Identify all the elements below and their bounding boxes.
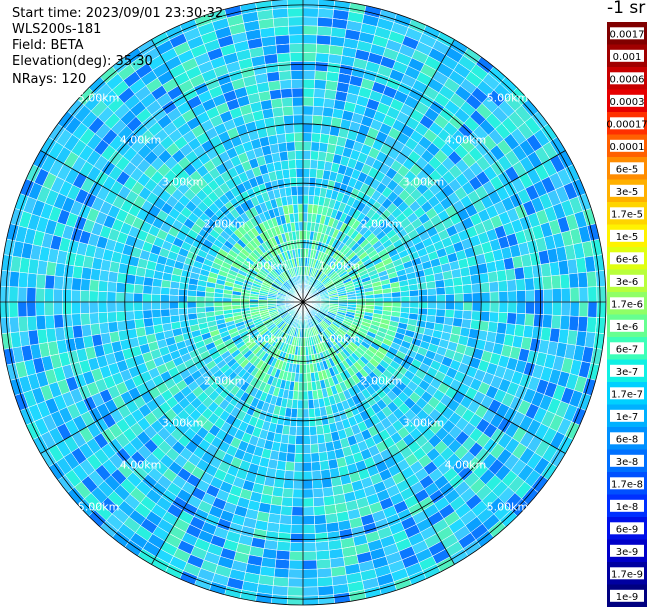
ring-label: 4.00km [120,458,162,471]
nrays-text: NRays: 120 [12,72,87,87]
ring-label: 2.00km [204,218,246,231]
ring-label: 3.00km [403,416,445,429]
colorbar: 0.0017 0.001 0.0006 0.0003 0.00017 0.0001 6e-5… [606,22,647,607]
colorbar-tick-bg [610,207,644,220]
colorbar-tick-bg [610,589,644,602]
colorbar-tick-bg [610,184,644,197]
colorbar-tick-bg [610,499,644,512]
colorbar-tick-label: 0.00017 [606,119,647,130]
colorbar-tick-bg [610,297,644,310]
radial-line-120 [302,301,566,454]
colorbar-tick-label: 6e-9 [616,524,639,535]
ring-label: 5.00km [487,500,529,513]
ring-label: 1.00km [246,332,288,345]
colorbar-tick-bg [610,49,644,62]
colorbar-tick-label: 1e-5 [616,232,639,243]
ring-label: 5.00km [78,92,120,105]
colorbar-tick-bg [610,567,644,580]
field-text: Field: BETA [12,38,84,53]
colorbar-tick-label: 6e-6 [616,254,639,265]
colorbar-tick-bg [610,162,644,175]
colorbar-tick-label: 1.7e-7 [611,389,643,400]
ring-label: 5.00km [487,92,529,105]
start-time-text: Start time: 2023/09/01 23:30:32 [12,6,224,21]
colorbar-tick-label: 0.0006 [610,74,645,85]
colorbar-tick-label: 0.001 [613,52,642,63]
radial-line-300 [40,150,304,303]
radial-line-330 [151,39,304,303]
colorbar-tick-bg [610,364,644,377]
colorbar-tick-label: 0.0017 [610,29,645,40]
colorbar-tick-label: 1e-6 [616,322,639,333]
colorbar-tick-label: 3e-6 [616,277,639,288]
colorbar-tick-bg [610,387,644,400]
colorbar-tick-bg [610,274,644,287]
colorbar-tick-label: 0.0001 [610,142,645,153]
radial-line-150 [302,301,455,565]
ring-label: 3.00km [403,176,445,189]
colorbar-tick-label: 6e-8 [616,434,639,445]
colorbar-tick-label: 1e-9 [616,592,639,603]
radial-line-60 [302,150,566,303]
colorbar-tick-bg [610,409,644,422]
colorbar-tick-bg [610,117,644,130]
ring-label: 2.00km [204,374,246,387]
colorbar-tick-label: 1.7e-5 [611,209,643,220]
colorbar-tick-bg [610,454,644,467]
colorbar-tick-label: 3e-8 [616,457,639,468]
radial-line-240 [40,301,304,454]
colorbar-tick-label: 1e-8 [616,502,639,513]
ring-label: 4.00km [445,134,487,147]
colorbar-tick-bg [610,229,644,242]
range-ring-labels: 1.00km 1.00km 1.00km 1.00km 2.00km 2.00km 2.00… [78,92,528,514]
colorbar-tick-label: 1.7e-8 [611,479,643,490]
colorbar-tick-bg [610,342,644,355]
colorbar-tick-label: 6e-7 [616,344,639,355]
ring-label: 2.00km [361,218,403,231]
colorbar-tick-bg [610,477,644,490]
elevation-text: Elevation(deg): 35.30 [12,54,153,69]
radial-line-30 [302,39,455,303]
colorbar-tick-bg [610,72,644,85]
colorbar-tick-label: 0.0003 [610,97,645,108]
ring-label: 1.00km [319,332,361,345]
colorbar-tick-label: 3e-5 [616,187,639,198]
colorbar-tick-bg [610,139,644,152]
colorbar-tick-label: 1e-7 [616,412,639,423]
colorbar-tick-bg [610,94,644,107]
ring-label: 2.00km [361,374,403,387]
ring-label: 1.00km [246,260,288,273]
ring-label: 4.00km [445,458,487,471]
colorbar-tick-bg [610,544,644,557]
colorbar-tick-bg [610,432,644,445]
colorbar-tick-label: 1.7e-6 [611,299,643,310]
colorbar-tick-label: 6e-5 [616,164,639,175]
ring-label: 5.00km [78,500,120,513]
ppi-grid [0,0,607,606]
instrument-text: WLS200s-181 [12,22,102,37]
colorbar-tick-bg [610,319,644,332]
colorbar-unit-label: -1 sr [607,0,646,18]
colorbar-tick-label: 1.7e-9 [611,569,643,580]
colorbar-tick-label: 3e-7 [616,367,639,378]
colorbar-tick-label: 3e-9 [616,547,639,558]
ring-label: 4.00km [120,134,162,147]
colorbar-tick-bg [610,27,644,40]
colorbar-tick-bg [610,252,644,265]
radial-line-210 [151,301,304,565]
ring-label: 3.00km [162,416,204,429]
ring-label: 3.00km [162,176,204,189]
ring-label: 1.00km [319,260,361,273]
colorbar-tick-bg [610,522,644,535]
